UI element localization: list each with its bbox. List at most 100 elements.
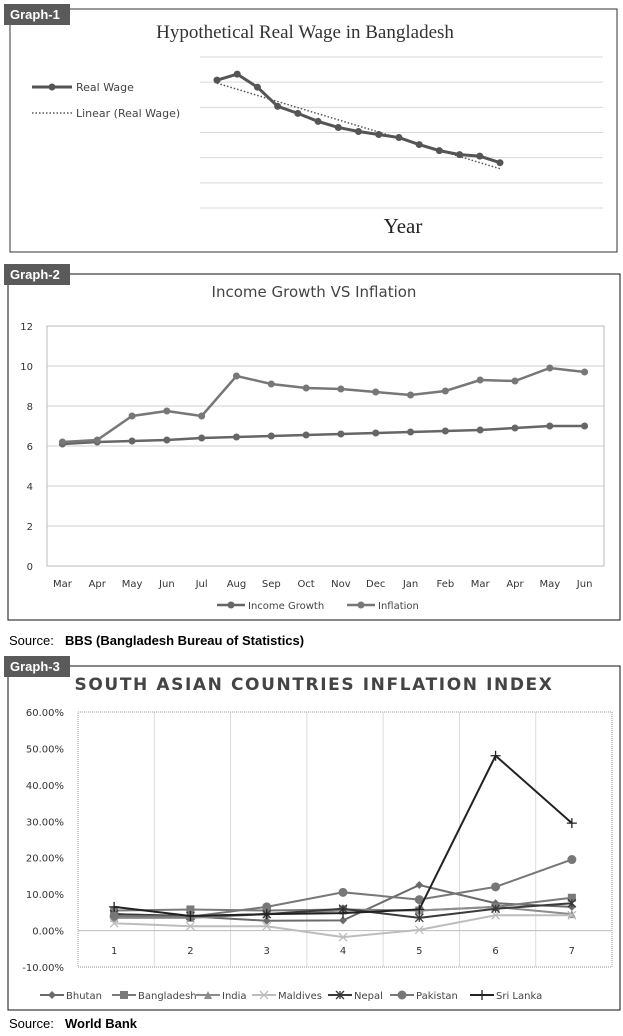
graph2-point (267, 432, 275, 440)
graph3-point-bangladesh (567, 893, 576, 902)
graph1-title: Hypothetical Real Wage in Bangladesh (156, 22, 454, 43)
graph1-plot (200, 56, 603, 209)
graph1-point (375, 131, 383, 139)
graph2-point (163, 436, 171, 444)
graph3-legend-label: Sri Lanka (496, 991, 542, 1002)
graph2-xtick-label: Jun (158, 579, 175, 590)
graph2-xtick-label: Feb (436, 579, 454, 590)
graph1-xlabel: Year (384, 214, 423, 238)
graph2-source: BBS (Bangladesh Bureau of Statistics) (65, 633, 304, 648)
graph2-legend-label: Income Growth (248, 601, 324, 612)
graph2-line-income-growth (62, 424, 585, 446)
graph3-legend-marker (204, 991, 212, 999)
graph3-point-sri-lanka (109, 901, 120, 912)
graph3-legend-marker (335, 990, 345, 1000)
graph3-title: SOUTH ASIAN COUNTRIES INFLATION INDEX (75, 675, 554, 695)
graph2-plot-area (46, 325, 605, 567)
graph1-point (274, 102, 282, 110)
graph3-xtick-label: 2 (187, 946, 193, 957)
graph3-legend-label: Pakistan (416, 991, 458, 1002)
graph3-legend-marker (259, 990, 269, 1000)
graph3-xtick-label: 7 (569, 946, 575, 957)
graph1-point (355, 127, 362, 135)
graph2-point (302, 431, 310, 439)
graph3-plot: -10.00% 0.00% 10.00% 20.00% 30.00% 40.00% 50.0… (22, 708, 613, 1002)
graph1-legend-real-wage: Real Wage (76, 81, 134, 94)
graph3-xtick-label: 4 (340, 946, 346, 957)
graph3-frame (7, 665, 621, 1011)
graph3-point-pakistan (109, 911, 119, 921)
graph2-xtick-label: Jun (576, 579, 593, 590)
graph2-ytick-label: 2 (27, 522, 33, 533)
graph1-frame (9, 8, 618, 253)
graph3-point-bangladesh (186, 905, 195, 914)
graph3-legend-label: Nepal (354, 991, 383, 1002)
graph1-tag-box (4, 4, 70, 25)
graph2-point (128, 437, 136, 445)
graph2-point (546, 364, 554, 372)
graph2-xtick-label: Oct (297, 579, 314, 590)
graph3-point-maldives (414, 925, 424, 935)
graph1-point (233, 70, 241, 78)
graph3-point-maldives (109, 918, 119, 928)
graph2-point (93, 436, 101, 444)
graph2-xtick-label: Mar (471, 579, 491, 590)
graph2-point (198, 434, 206, 442)
graph1-point (456, 151, 464, 159)
graph2-ytick-label: 10 (20, 362, 33, 373)
graph2-ytick-label: 6 (27, 442, 33, 453)
graph3-legend-label: Bangladesh (138, 991, 197, 1002)
graph3-point-nepal (414, 913, 424, 923)
graph3-point-maldives (338, 932, 348, 942)
graph3-point-pakistan (491, 882, 501, 892)
graph2-xtick-label: Dec (366, 579, 385, 590)
graph3-ytick-label: 40.00% (26, 781, 64, 792)
graph3-legend-marker (477, 990, 487, 1000)
graph2-point (337, 385, 345, 393)
graph3-xtick-label: 3 (264, 946, 270, 957)
graph2-tag-box (4, 264, 70, 285)
graph2-point (267, 380, 275, 388)
graph3-point-maldives (262, 921, 272, 931)
graph2-point (163, 407, 171, 415)
graph3-xtick-label: 5 (416, 946, 422, 957)
graph3-point-nepal (567, 898, 577, 908)
graph3-source-label: Source: (9, 1016, 54, 1031)
graph2-ytick-label: 0 (27, 562, 33, 573)
graph2-ytick-label: 8 (27, 402, 33, 413)
graph2-point (128, 412, 136, 420)
graph3-point-sri-lanka (185, 911, 196, 921)
graph3-ytick-label: 20.00% (26, 854, 64, 865)
graph2-xtick-label: Mar (53, 579, 73, 590)
graph3-point-sri-lanka (338, 908, 348, 919)
graph1-point (294, 109, 302, 117)
graph2-point (546, 422, 554, 430)
graph1-tag: Graph-1 (10, 7, 60, 22)
graph2-xtick-label: Jul (195, 579, 208, 590)
graph1-point (496, 159, 504, 167)
graph1-legend-linear: Linear (Real Wage) (76, 107, 180, 120)
graph2-line-inflation (62, 366, 585, 444)
graph3-legend-marker (48, 991, 56, 999)
graph3-point-sri-lanka (414, 904, 425, 915)
graph3-xtick-label: 1 (111, 946, 117, 957)
graph2-point (441, 387, 449, 395)
graph2-legend-marker (357, 601, 365, 609)
graph3-point-maldives (185, 921, 195, 931)
graph1-point (314, 117, 322, 125)
graph3-point-maldives (491, 910, 501, 920)
graph3-source: World Bank (65, 1016, 138, 1031)
graph3-point-pakistan (567, 855, 577, 865)
graph2-source-label: Source: (9, 633, 54, 648)
graph2-xtick-label: May (122, 579, 143, 590)
graph2-point (581, 422, 589, 430)
graph2-plot: 0 2 4 6 8 10 12 Mar Apr May Jun Jul Aug Sep Oct Nov Dec J… (20, 322, 605, 612)
graph2-ytick-label: 12 (20, 322, 33, 333)
graph2-xtick-label: Aug (227, 579, 247, 590)
graph3-point-bhutan (339, 916, 347, 925)
graph2-point (581, 368, 589, 376)
graph3-legend-marker (120, 991, 128, 999)
graph1-trendline (216, 82, 501, 170)
graph2-xtick-label: May (539, 579, 560, 590)
